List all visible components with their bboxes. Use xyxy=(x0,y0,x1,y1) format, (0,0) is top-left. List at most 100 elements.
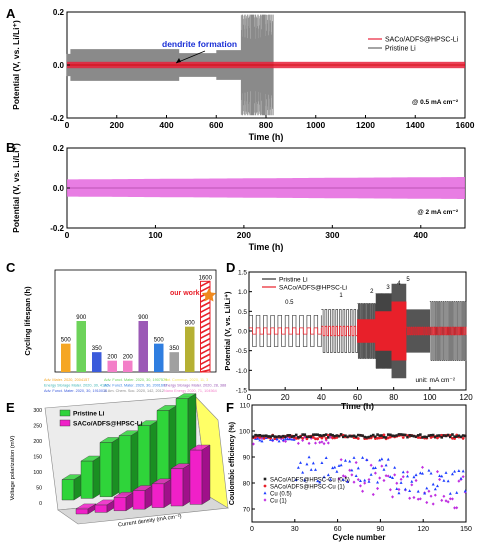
z-tick-label-e: 150 xyxy=(33,455,42,461)
reference-label-c: Energy Storage Mater. 2020, 28, 388 xyxy=(164,384,226,388)
marker-cu-1 xyxy=(438,477,442,482)
marker-cu-1 xyxy=(433,493,437,497)
bar-e-saco-0 xyxy=(75,508,89,515)
marker-saco-cu-1 xyxy=(386,436,390,440)
x-tick-label-a: 1400 xyxy=(406,120,425,130)
reference-label-c: Adv. Funct. Mater. 2020, 30, 1907579 xyxy=(104,378,167,382)
legend-marker-f-3 xyxy=(263,498,267,502)
x-tick-label-f: 90 xyxy=(377,526,385,533)
marker-cu-1 xyxy=(350,473,354,477)
marker-cu-1 xyxy=(313,441,317,445)
marker-cu-1 xyxy=(356,477,360,482)
marker-cu-05 xyxy=(373,466,377,470)
x-tick-label-d: 80 xyxy=(389,393,398,402)
marker-saco-cu-05 xyxy=(354,435,358,439)
bar-hatch-c xyxy=(200,363,211,371)
y-tick-label-d: -0.5 xyxy=(236,348,248,355)
marker-saco-cu-05 xyxy=(346,435,349,439)
marker-cu-05 xyxy=(397,491,401,495)
marker-cu-1 xyxy=(395,481,399,485)
marker-cu-1 xyxy=(408,496,412,500)
bar-e-saco-3 xyxy=(132,490,146,510)
x-tick-label-a: 0 xyxy=(65,120,70,130)
bar-e-saco-4 xyxy=(151,483,165,508)
marker-saco-cu-05 xyxy=(348,434,352,438)
marker-saco-cu-1 xyxy=(356,437,360,440)
marker-cu-05 xyxy=(281,438,285,442)
y-tick-label-d: -1.5 xyxy=(236,388,248,395)
bar-e-pristine-4 xyxy=(137,425,151,494)
marker-cu-05 xyxy=(423,491,427,495)
marker-cu-1 xyxy=(348,468,352,472)
reference-label-c: J. Am. Chem. Soc. 2020, 142, 2012 xyxy=(104,389,164,393)
marker-saco-cu-05 xyxy=(408,433,411,437)
y-axis-label-e: Voltage polarization (mV) xyxy=(10,436,16,501)
marker-cu-05 xyxy=(363,478,367,482)
marker-cu-05 xyxy=(277,439,281,443)
panel-e: E Voltage polarization (mV) 0 50 100 150 200 25… xyxy=(6,393,229,528)
bar-e-pristine-2 xyxy=(99,442,113,497)
marker-saco-cu-05 xyxy=(322,433,326,437)
marker-cu-05 xyxy=(350,468,354,472)
marker-cu-1 xyxy=(378,476,382,480)
marker-saco-cu-05 xyxy=(316,433,319,436)
panel-letter-a: A xyxy=(6,6,16,21)
marker-saco-cu-05 xyxy=(331,433,334,437)
marker-saco-cu-05 xyxy=(286,434,289,437)
panel-a: A 0 200 400 600 800 1000 1200 1400 1600 -0.2 0.0 0.2… xyxy=(6,6,475,142)
marker-saco-cu-05 xyxy=(406,435,409,439)
marker-cu-05 xyxy=(459,476,463,480)
marker-saco-cu-05 xyxy=(305,435,309,439)
y-tick-label-a: 0.0 xyxy=(53,61,65,70)
panel-d: D 0 20 40 60 80 100 120 -1.5 -1.0 -0.5 0.0 0.5 1.0 1.5… xyxy=(223,260,473,411)
marker-cu-1 xyxy=(251,442,255,446)
marker-saco-cu-05 xyxy=(371,433,375,437)
marker-cu-1 xyxy=(369,463,373,467)
marker-cu-05 xyxy=(403,487,407,491)
x-tick-label-a: 400 xyxy=(159,120,173,130)
marker-cu-1 xyxy=(352,480,356,484)
marker-cu-05 xyxy=(313,468,317,471)
condition-note-d: unit: mA cm⁻² xyxy=(415,377,455,384)
marker-saco-cu-1 xyxy=(376,436,379,440)
legend-marker-f-2 xyxy=(263,491,267,495)
panel-letter-c: C xyxy=(6,260,16,275)
marker-cu-1 xyxy=(386,474,390,478)
marker-cu-05 xyxy=(440,474,444,478)
panel-letter-f: F xyxy=(226,400,234,415)
marker-cu-05 xyxy=(386,457,390,461)
marker-saco-cu-05 xyxy=(365,436,369,439)
marker-cu-1 xyxy=(457,479,461,483)
marker-saco-cu-05 xyxy=(299,435,302,439)
marker-cu-1 xyxy=(453,506,457,510)
marker-saco-cu-1 xyxy=(461,437,465,440)
marker-cu-1 xyxy=(343,475,347,479)
panel-c: C Cycling lifespan (h) 500 900 350 200 200 900 5… xyxy=(6,260,226,393)
marker-saco-cu-05 xyxy=(267,435,270,438)
marker-saco-cu-05 xyxy=(391,434,394,438)
rate-label-d: 5 xyxy=(406,277,410,283)
y-tick-label-b: 0.0 xyxy=(53,184,65,193)
marker-cu-05 xyxy=(446,479,450,483)
marker-cu-05 xyxy=(301,470,305,474)
marker-cu-1 xyxy=(382,478,386,483)
x-tick-label-a: 200 xyxy=(110,120,124,130)
bar-hatch-c xyxy=(200,306,211,314)
marker-cu-05 xyxy=(290,437,294,441)
bar-c-9 xyxy=(200,280,211,373)
marker-saco-cu-1 xyxy=(429,436,433,439)
marker-cu-05 xyxy=(343,458,347,462)
marker-saco-cu-1 xyxy=(416,436,420,439)
reference-label-c: Nat. Commun. 2020, 11, 3 xyxy=(164,378,208,382)
marker-saco-cu-05 xyxy=(275,435,279,439)
marker-cu-05 xyxy=(382,467,386,471)
marker-cu-05 xyxy=(318,480,322,484)
marker-cu-05 xyxy=(391,476,395,480)
marker-cu-1 xyxy=(406,470,410,474)
reference-label-c: Nano Energy 2020, 71, 104564 xyxy=(164,389,217,393)
panel-b: B 0 100 200 300 400 -0.2 0.0 0.2 Time (h) Potentia… xyxy=(6,140,466,252)
y-tick-label-d: 0.5 xyxy=(238,309,247,316)
marker-cu-05 xyxy=(307,455,311,459)
bar-e-pristine-3 xyxy=(118,435,132,496)
